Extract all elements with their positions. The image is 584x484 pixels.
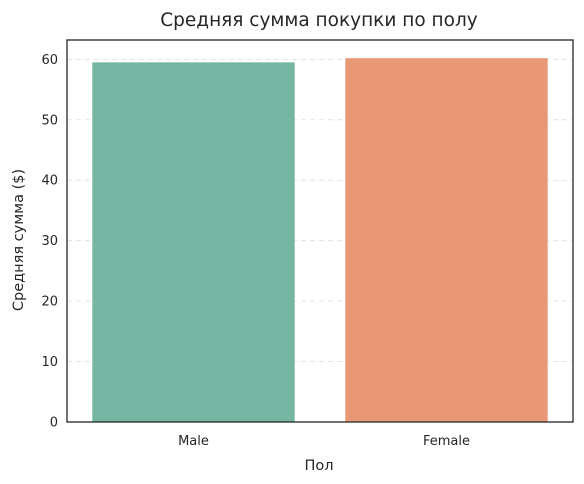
- y-tick-label: 10: [41, 355, 58, 370]
- x-tick-label: Female: [423, 434, 470, 449]
- y-tick-label: 60: [41, 53, 58, 68]
- y-tick-label: 20: [41, 295, 58, 310]
- chart-title: Средняя сумма покупки по полу: [160, 10, 478, 31]
- y-axis-ticks: 0 10 20 30 40 50 60: [41, 53, 58, 431]
- y-tick-label: 50: [41, 113, 58, 128]
- plot-frame: [66, 39, 574, 423]
- bars: [92, 58, 548, 423]
- x-axis-ticks: Male Female: [178, 434, 470, 449]
- y-tick-label: 30: [41, 234, 58, 249]
- y-axis-label: Средняя сумма ($): [11, 169, 27, 311]
- bar-female: [345, 58, 548, 423]
- bar-male: [92, 62, 295, 422]
- x-axis-label: Пол: [304, 458, 333, 474]
- x-tick-label: Male: [178, 434, 209, 449]
- y-tick-label: 40: [41, 174, 58, 189]
- y-tick-label: 0: [50, 416, 58, 431]
